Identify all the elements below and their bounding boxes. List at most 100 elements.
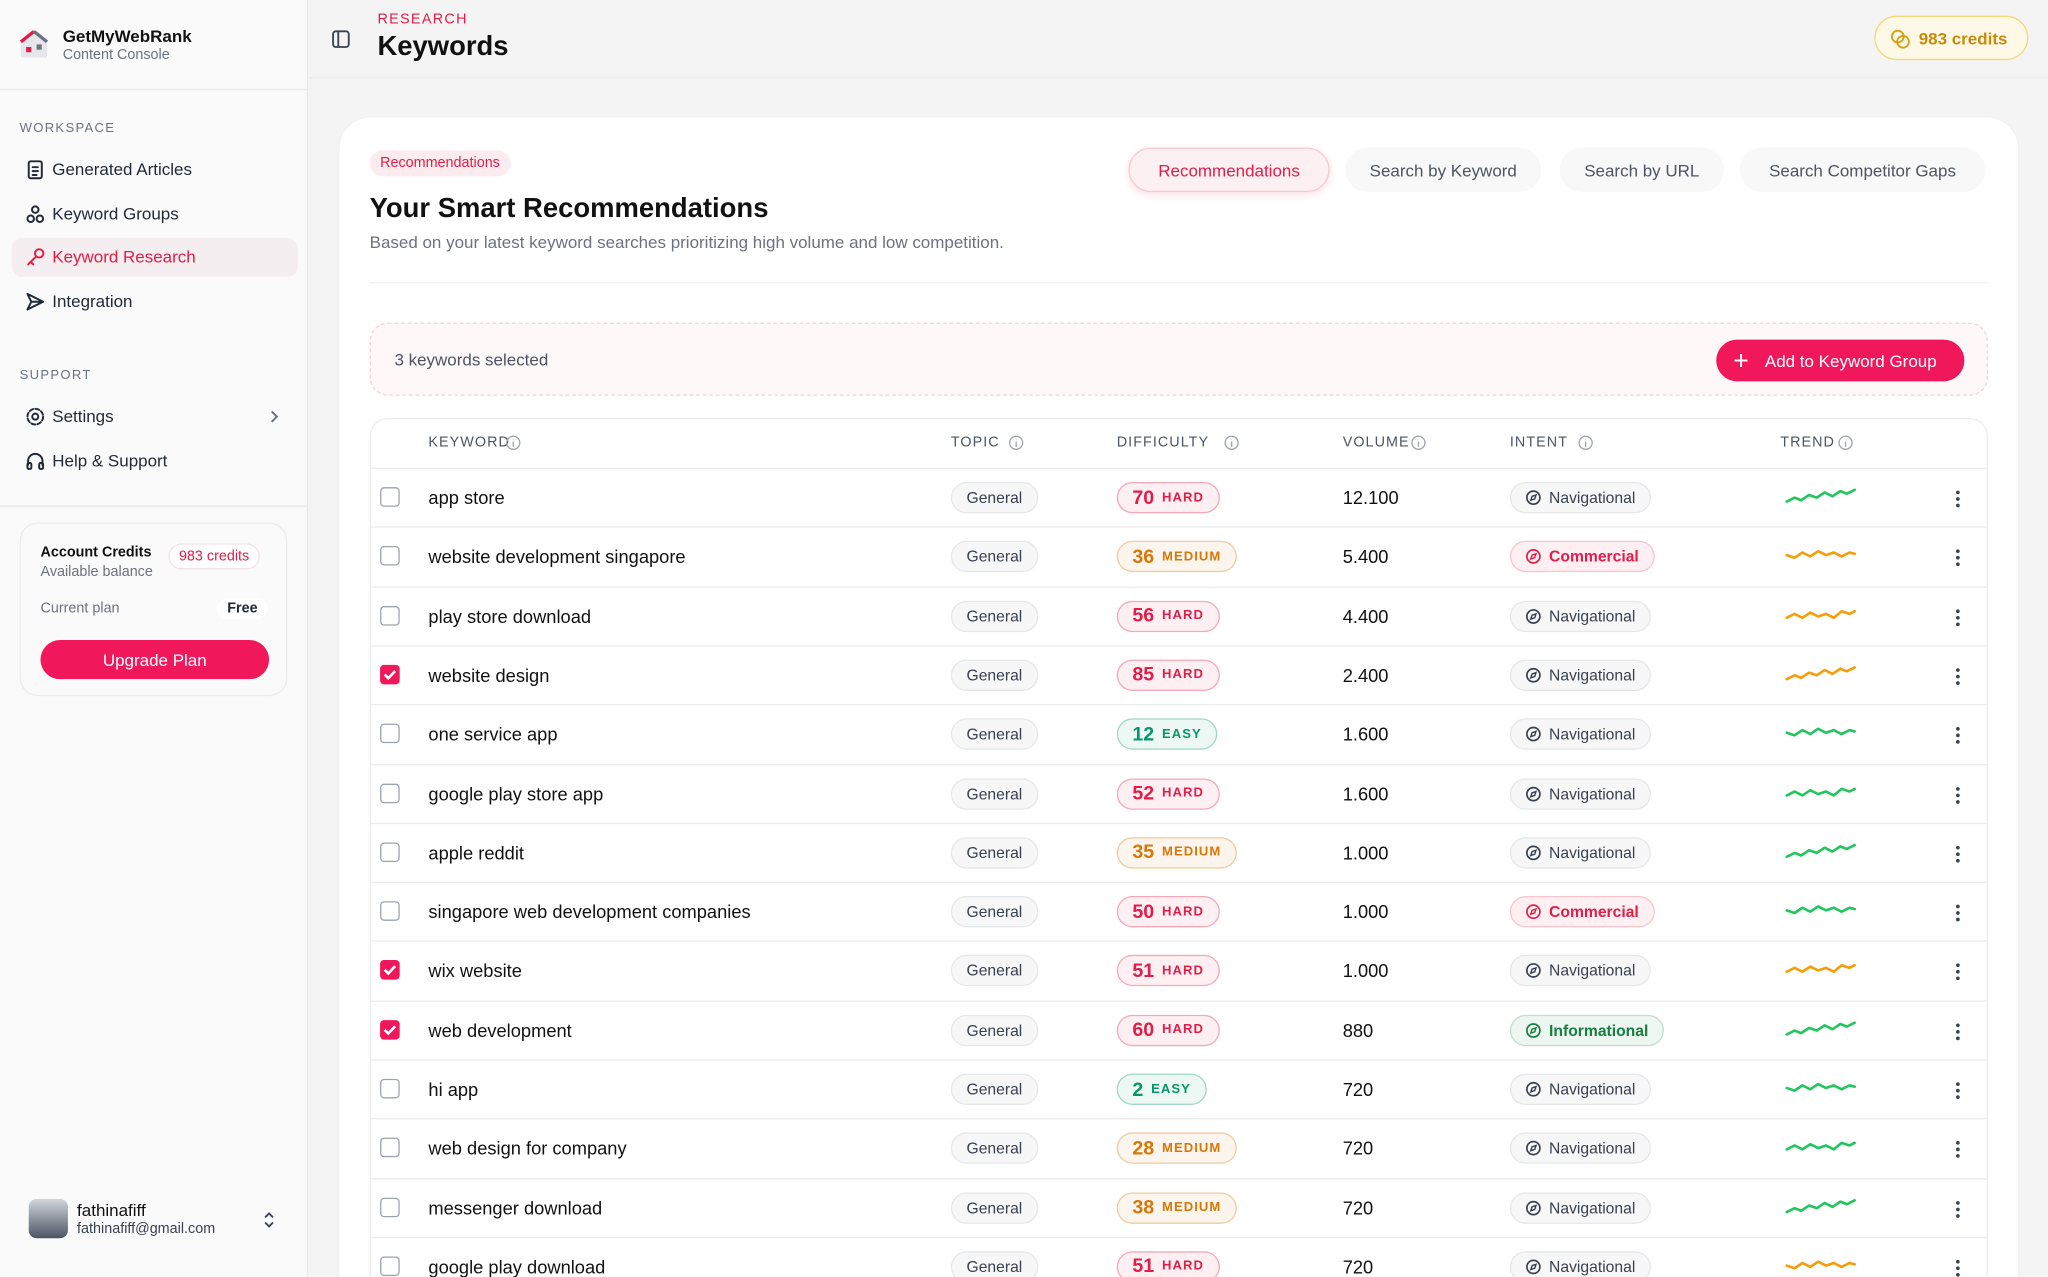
row-checkbox[interactable]: [380, 1078, 400, 1099]
nav-item[interactable]: Keyword Groups: [12, 194, 298, 233]
row-checkbox[interactable]: [380, 605, 400, 626]
table-row: web development General 60 HARD 880 Informati…: [370, 1000, 1987, 1059]
info-icon: [1577, 435, 1593, 450]
upgrade-button[interactable]: Upgrade Plan: [40, 639, 270, 680]
tab[interactable]: Recommendations: [1128, 147, 1330, 192]
trend-sparkline-shape: [1785, 665, 1856, 681]
topic-pill: General: [950, 541, 1038, 573]
trend-sparkline-shape: [1785, 843, 1856, 858]
difficulty-score: 56: [1132, 604, 1155, 628]
row-menu-shape: [1956, 1213, 1960, 1218]
difficulty-pill: 50 HARD: [1116, 896, 1220, 928]
difficulty-score: 2: [1132, 1078, 1144, 1101]
icon-shape: [26, 461, 33, 470]
row-menu[interactable]: [1955, 1081, 1960, 1099]
intent-label: Navigational: [1549, 1257, 1636, 1276]
row-menu[interactable]: [1955, 1141, 1960, 1159]
row-menu[interactable]: [1955, 490, 1960, 508]
row-menu-shape: [1956, 733, 1960, 738]
intent-pill: Informational: [1509, 1014, 1665, 1046]
table-row: web design for company General 28 MEDIUM 720…: [370, 1118, 1987, 1177]
row-menu[interactable]: [1955, 963, 1960, 981]
logo-shape: [32, 30, 49, 44]
row-checkbox[interactable]: [380, 960, 400, 981]
nav-item[interactable]: Integration: [12, 281, 298, 320]
plan-value: Free: [216, 598, 269, 620]
row-checkbox[interactable]: [380, 487, 400, 507]
intent-icon-shape: [1529, 908, 1538, 916]
row-menu-shape: [1956, 786, 1960, 791]
row-menu[interactable]: [1955, 608, 1960, 626]
nav-item[interactable]: Keyword Research: [11, 237, 298, 277]
intent-icon-shape: [1526, 1022, 1541, 1038]
difficulty-pill: 28 MEDIUM: [1116, 1132, 1237, 1165]
row-menu-shape: [1956, 799, 1960, 804]
volume: 1.600: [1342, 783, 1389, 804]
intent-pill: Navigational: [1509, 481, 1651, 514]
icon-shape: [31, 412, 40, 421]
plus-icon-shape: [1734, 353, 1748, 368]
difficulty-pill: 85 HARD: [1116, 659, 1220, 691]
row-menu[interactable]: [1955, 904, 1960, 922]
icon-shape: [31, 166, 39, 176]
topic-pill: General: [950, 1014, 1038, 1046]
trend-sparkline-shape: [1785, 1141, 1856, 1152]
header-credits[interactable]: 983 credits: [1874, 15, 2029, 61]
intent-label: Navigational: [1549, 1080, 1636, 1099]
intent-icon-shape: [1529, 848, 1538, 857]
add-to-group-button[interactable]: Add to Keyword Group: [1716, 339, 1965, 382]
trend-sparkline-shape: [1785, 488, 1856, 503]
intent-pill: Navigational: [1509, 1132, 1651, 1165]
row-checkbox[interactable]: [380, 664, 400, 685]
icon: [26, 204, 45, 223]
row-menu[interactable]: [1955, 1259, 1960, 1277]
row-checkbox[interactable]: [380, 723, 400, 744]
intent-pill: Navigational: [1509, 1191, 1651, 1224]
trend-sparkline: [1785, 905, 1856, 915]
check-icon-shape: [383, 669, 397, 681]
row-menu[interactable]: [1955, 549, 1960, 567]
nav-item[interactable]: Help & Support: [12, 441, 298, 480]
volume: 4.400: [1342, 605, 1389, 627]
row-checkbox[interactable]: [380, 1138, 400, 1158]
row-menu[interactable]: [1955, 786, 1960, 804]
info-icon-shape: [506, 435, 521, 450]
keyword: play store download: [428, 605, 592, 627]
volume: 2.400: [1342, 664, 1389, 686]
intent-pill: Commercial: [1509, 541, 1655, 573]
nav-item[interactable]: Generated Articles: [12, 150, 298, 189]
intent-icon: [1526, 1141, 1541, 1156]
icon-shape: [27, 160, 43, 180]
tab[interactable]: Search by Keyword: [1345, 147, 1542, 192]
row-menu-shape: [1956, 1200, 1960, 1205]
credits-subtitle: Available balance: [40, 564, 153, 580]
keyword: web development: [428, 1019, 572, 1041]
row-checkbox[interactable]: [380, 546, 400, 566]
row-menu[interactable]: [1955, 845, 1960, 863]
row-menu[interactable]: [1955, 726, 1960, 744]
intent-pill: Navigational: [1509, 600, 1651, 632]
difficulty-score: 51: [1132, 1255, 1155, 1277]
row-checkbox[interactable]: [380, 842, 400, 862]
intent-pill: Navigational: [1509, 1073, 1651, 1105]
row-menu[interactable]: [1955, 667, 1960, 685]
row-checkbox[interactable]: [380, 1256, 400, 1276]
icon-shape: [27, 452, 44, 466]
difficulty-score: 51: [1132, 959, 1155, 983]
row-checkbox[interactable]: [380, 1197, 400, 1217]
icon-shape: [26, 407, 45, 426]
difficulty-pill: 36 MEDIUM: [1116, 541, 1237, 573]
row-checkbox[interactable]: [380, 783, 400, 803]
intent-icon-shape: [1526, 1200, 1541, 1216]
intent-label: Navigational: [1549, 665, 1636, 685]
row-checkbox[interactable]: [380, 1019, 400, 1040]
header-credits-label: 983 credits: [1918, 28, 2008, 49]
row-menu[interactable]: [1955, 1200, 1960, 1218]
row-menu[interactable]: [1955, 1022, 1960, 1040]
nav-item[interactable]: Settings: [12, 397, 298, 436]
tab[interactable]: Search Competitor Gaps: [1739, 147, 1986, 192]
intent-icon-shape: [1529, 1144, 1538, 1153]
tab[interactable]: Search by URL: [1559, 147, 1725, 192]
row-checkbox[interactable]: [380, 901, 400, 921]
